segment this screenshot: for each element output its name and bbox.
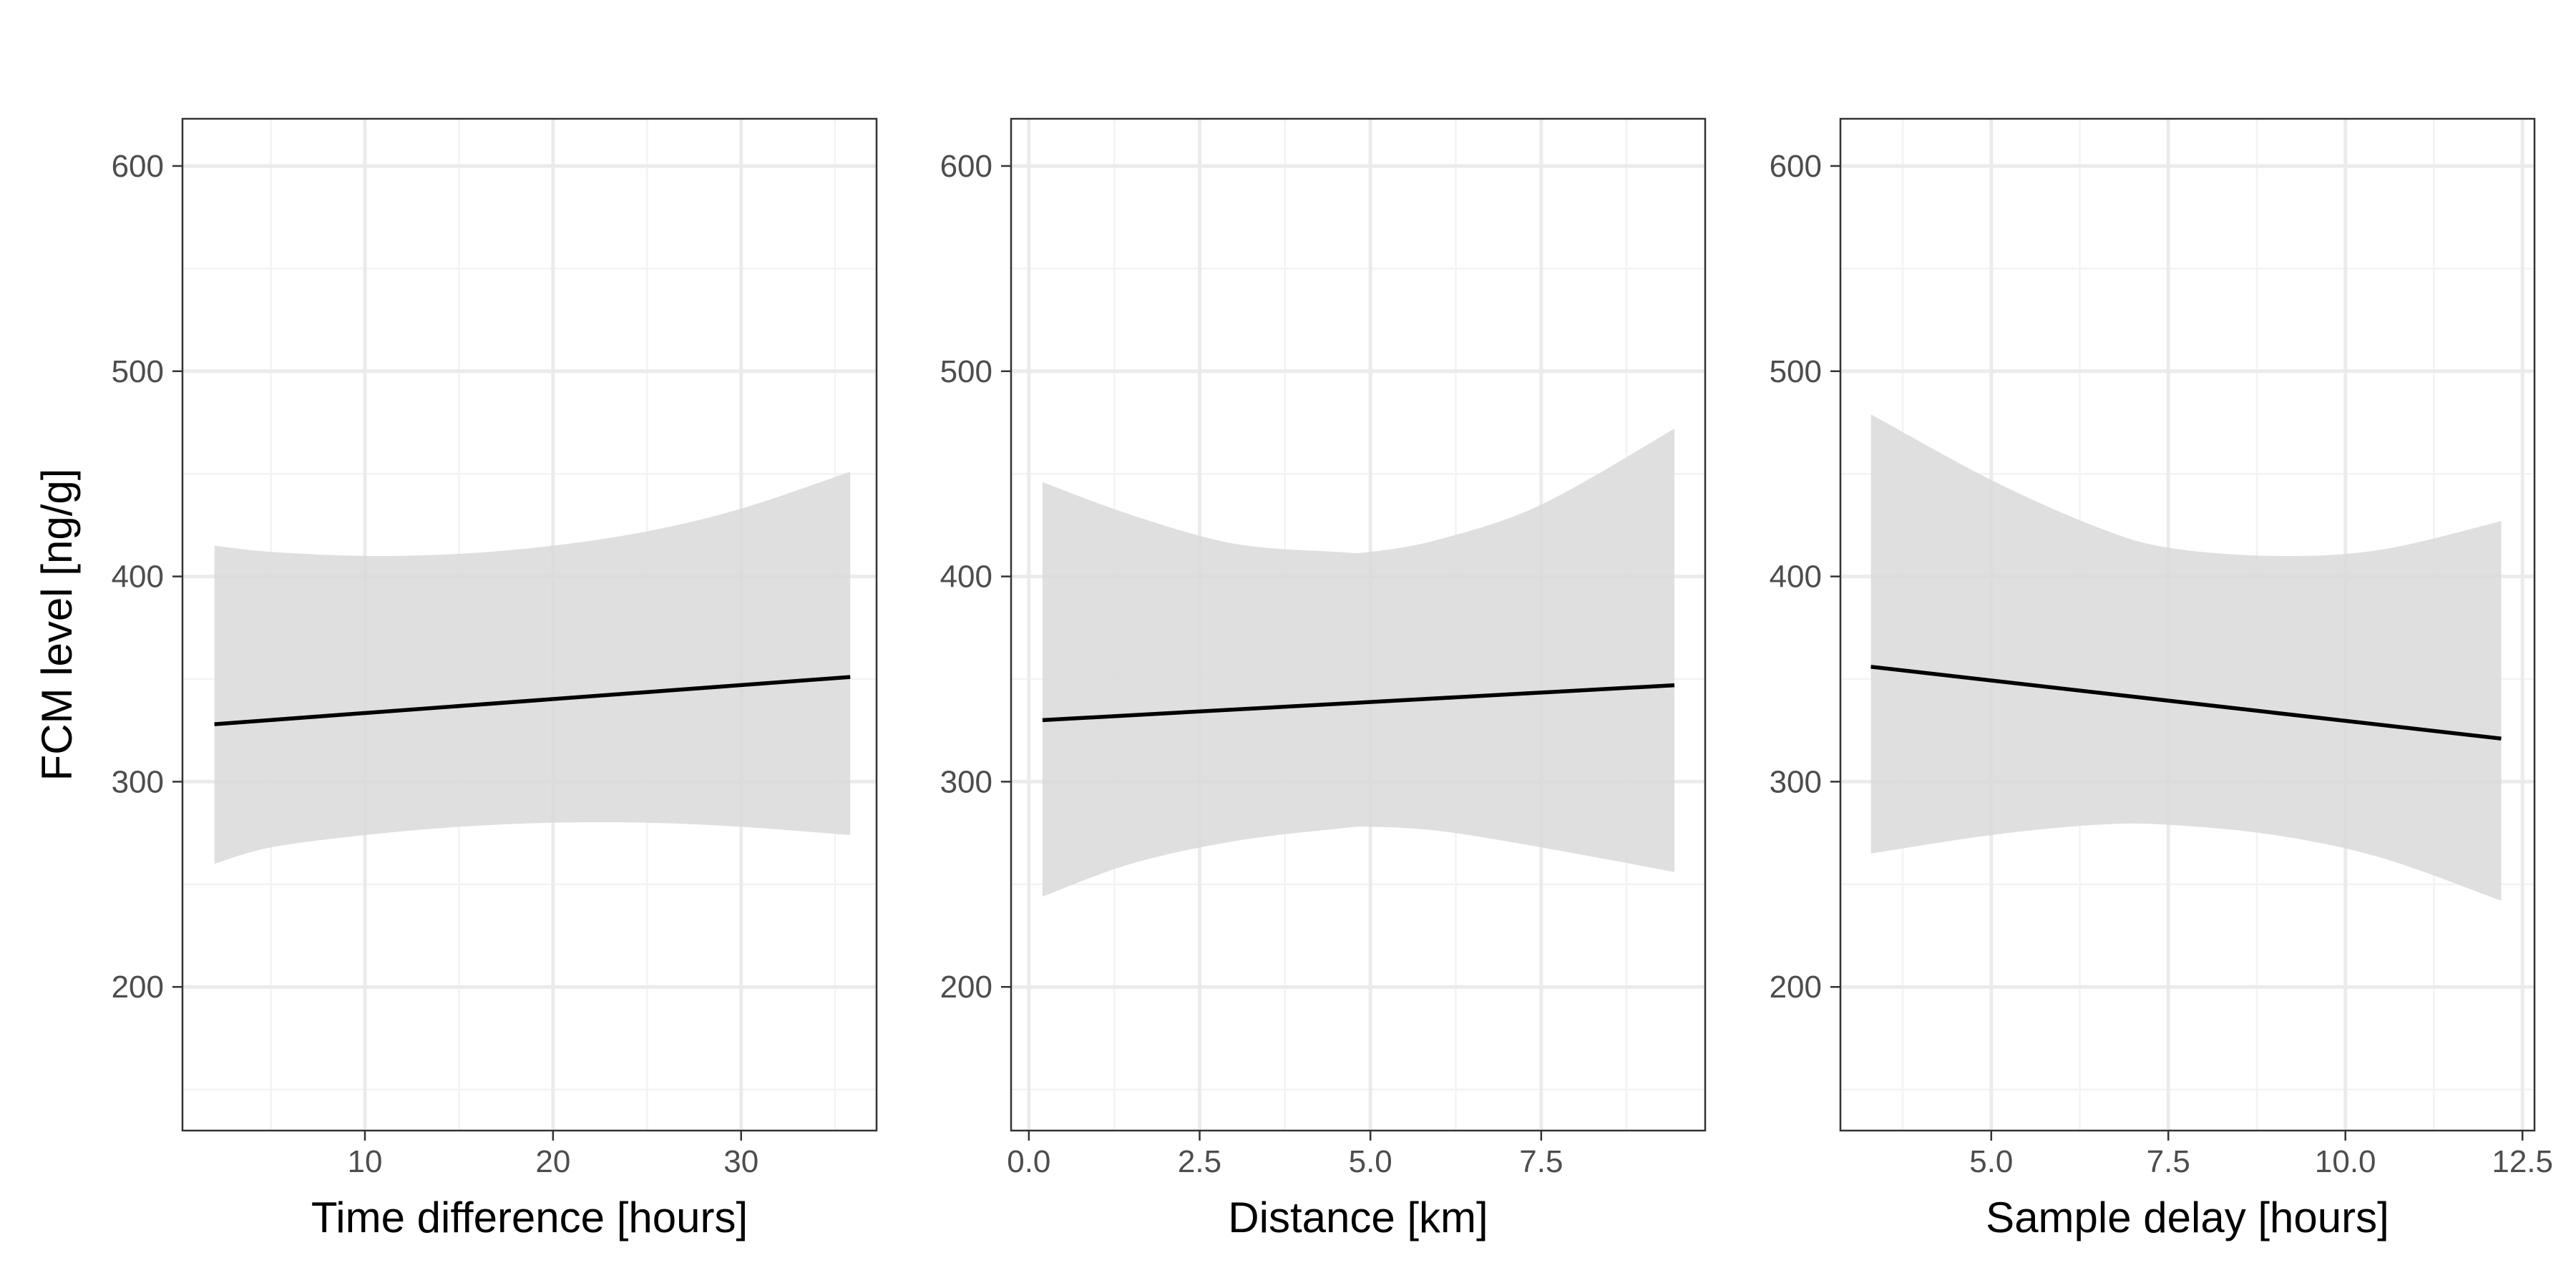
x-tick-label: 30 [723,1144,758,1179]
y-tick-label: 300 [1770,764,1822,799]
x-tick-label: 10 [348,1144,383,1179]
fitted-line [1042,683,1675,723]
y-tick-label: 200 [112,970,164,1005]
panel-time-difference: 200 300 400 500 600 10 20 30 Time difference [ho… [112,117,878,1241]
panel-border [1839,117,2536,1132]
confidence-ribbon [1870,414,2502,901]
y-axis-title: FCM level [ng/g] [33,469,81,781]
x-tick-label: 7.5 [2147,1144,2190,1179]
panel-distance: 200 300 400 500 600 0.0 2.5 5.0 7.5 Distance [km] [940,117,1707,1241]
y-tick-label: 400 [112,560,164,595]
x-tick-label: 5.0 [1969,1144,2013,1179]
y-tick-label: 500 [112,354,164,389]
y-tick-label: 600 [1770,149,1822,184]
x-tick-label: 10.0 [2315,1144,2376,1179]
x-tick-label: 20 [535,1144,570,1179]
x-tick-label: 12.5 [2492,1144,2553,1179]
y-tick-label: 600 [940,149,992,184]
y-tick-label: 400 [1770,560,1822,595]
y-tick-label: 400 [940,560,992,595]
fitted-line [214,675,851,726]
x-tick-label: 2.5 [1178,1144,1221,1179]
x-axis-title: Time difference [hours] [311,1194,748,1241]
y-tick-label: 300 [112,764,164,799]
y-tick-label: 300 [940,764,992,799]
x-tick-label: 5.0 [1349,1144,1392,1179]
y-tick-label: 500 [1770,354,1822,389]
confidence-ribbon [1042,429,1674,897]
x-axis-title: Distance [km] [1228,1194,1488,1241]
panel-border [181,117,878,1132]
confidence-ribbon [214,472,851,864]
fitted-line [1870,665,2502,741]
y-tick-label: 200 [940,970,992,1005]
panel-sample-delay: 200 300 400 500 600 5.0 7.5 10.0 12.5 Sample dela… [1770,117,2553,1241]
x-tick-label: 7.5 [1519,1144,1563,1179]
panel-border [1010,117,1707,1132]
y-tick-label: 200 [1770,970,1822,1005]
x-tick-label: 0.0 [1007,1144,1050,1179]
y-tick-label: 500 [940,354,992,389]
x-axis-title: Sample delay [hours] [1986,1194,2389,1241]
y-tick-label: 600 [112,149,164,184]
